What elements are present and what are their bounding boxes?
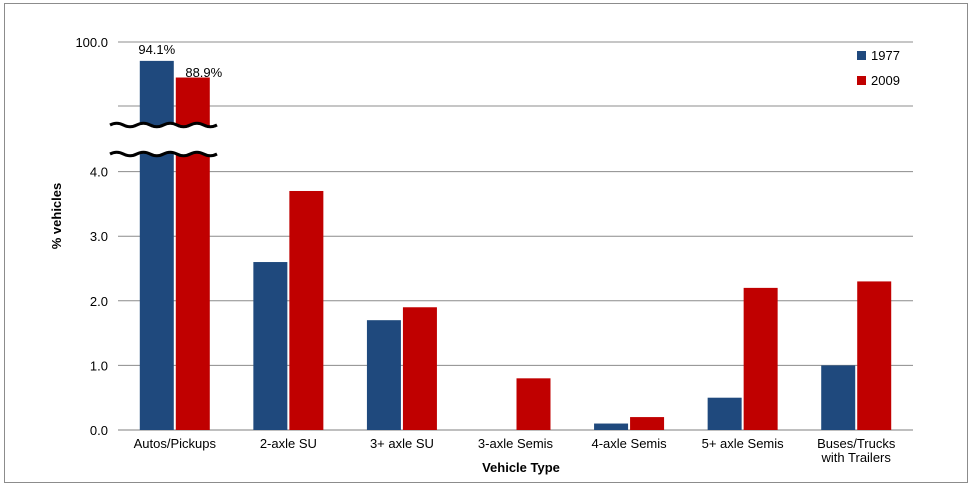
legend-label: 2009 <box>871 73 900 88</box>
legend-label: 1977 <box>871 48 900 63</box>
bar-2009 <box>516 378 551 430</box>
axis-break-gap <box>110 123 217 156</box>
x-tick-label: with Trailers <box>821 450 892 465</box>
x-tick-label: 2-axle SU <box>260 436 317 451</box>
legend-swatch <box>857 76 866 85</box>
x-tick-label: 3+ axle SU <box>370 436 434 451</box>
legend: 1977 2009 <box>857 48 900 88</box>
bar-2009 <box>289 190 324 430</box>
bar-chart: 0.0 1.0 2.0 3.0 4.0 100.0 Autos/Pickups 2-axle… <box>49 35 913 475</box>
bar-1977 <box>821 365 856 430</box>
bar-2009 <box>402 307 437 430</box>
bar-1977 <box>366 320 401 430</box>
bar-2009 <box>630 417 665 430</box>
y-tick-label: 3.0 <box>90 229 108 244</box>
y-tick-label: 1.0 <box>90 358 108 373</box>
x-category-labels: Autos/Pickups 2-axle SU 3+ axle SU 3-axle S… <box>134 436 896 465</box>
x-tick-label: 4-axle Semis <box>592 436 668 451</box>
x-tick-label: Autos/Pickups <box>134 436 217 451</box>
bar-2009 <box>743 287 778 430</box>
bars <box>139 60 892 431</box>
x-axis-title: Vehicle Type <box>482 460 560 475</box>
data-label-1977: 94.1% <box>138 42 175 57</box>
bar-1977 <box>253 262 288 430</box>
bar-1977 <box>594 423 629 430</box>
data-label-2009: 88.9% <box>185 65 222 80</box>
y-tick-label: 4.0 <box>90 165 108 180</box>
y-tick-label: 0.0 <box>90 423 108 438</box>
x-tick-label: Buses/Trucks <box>817 436 896 451</box>
chart-frame: 0.0 1.0 2.0 3.0 4.0 100.0 Autos/Pickups 2-axle… <box>4 3 968 483</box>
x-tick-label: 5+ axle Semis <box>702 436 785 451</box>
gridlines <box>118 41 913 431</box>
y-tick-label: 2.0 <box>90 294 108 309</box>
axis-break-line <box>109 150 218 158</box>
bar-2009 <box>857 281 892 430</box>
y-tick-labels: 0.0 1.0 2.0 3.0 4.0 100.0 <box>75 35 108 438</box>
axis-break <box>109 121 218 158</box>
y-tick-label: 100.0 <box>75 35 108 50</box>
legend-swatch <box>857 51 866 60</box>
bar-1977 <box>139 60 174 430</box>
y-axis-title: % vehicles <box>49 183 64 250</box>
axis-break-line <box>109 121 218 129</box>
bar-1977 <box>707 397 742 430</box>
x-tick-label: 3-axle Semis <box>478 436 554 451</box>
data-labels: 94.1% 88.9% <box>138 42 222 80</box>
